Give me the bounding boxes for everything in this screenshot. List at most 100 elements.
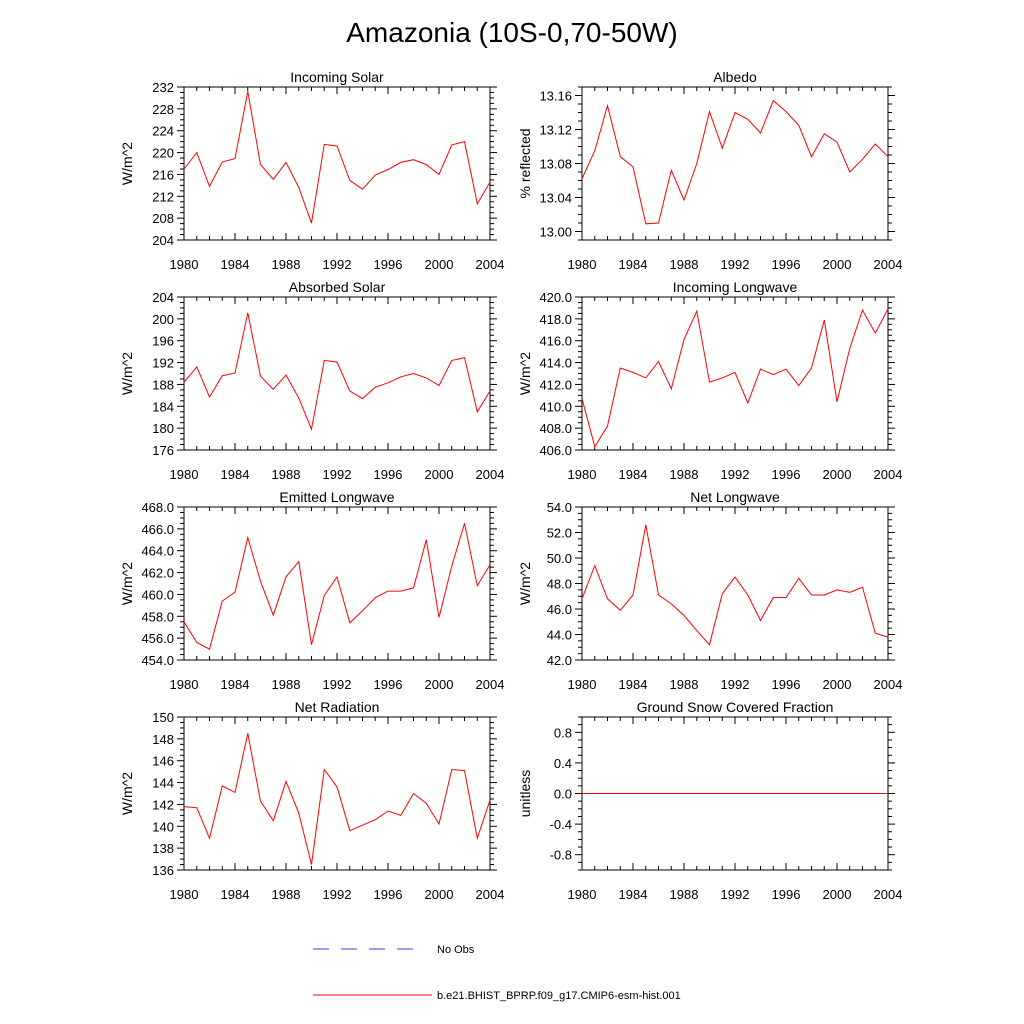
plot-frame: [581, 506, 889, 661]
plot-frame: [581, 86, 889, 241]
x-tick-label: 1984: [619, 887, 648, 902]
x-tick-label: 1996: [772, 887, 801, 902]
y-axis-label: W/m^2: [119, 562, 135, 605]
x-tick-label: 1988: [670, 887, 699, 902]
x-tick-label: 2004: [476, 677, 505, 692]
x-tick-label: 2004: [476, 257, 505, 272]
plot-frame: [183, 716, 491, 871]
x-tick-label: 2000: [425, 257, 454, 272]
y-tick-label: 454.0: [141, 653, 174, 668]
panel-title: Net Longwave: [690, 489, 780, 505]
y-tick-label: 420.0: [539, 290, 572, 305]
y-tick-label: 146: [152, 754, 174, 769]
y-tick-label: 150: [152, 710, 174, 725]
x-tick-label: 1984: [619, 257, 648, 272]
x-tick-label: 1980: [170, 467, 199, 482]
panel-5: Emitted Longwave W/m^2 1980 1984 1988 1992 199…: [119, 489, 504, 692]
y-axis-label: W/m^2: [119, 142, 135, 185]
y-tick-label: 0.8: [554, 725, 572, 740]
panel-3: Absorbed Solar W/m^2 1980 1984 1988 1992 1996 2…: [119, 279, 504, 482]
series-line: [581, 99, 889, 225]
y-tick-label: 188: [152, 377, 174, 392]
panel-8: Ground Snow Covered Fraction unitless 1980…: [517, 699, 902, 902]
y-tick-label: 13.16: [539, 89, 572, 104]
y-tick-label: 52.0: [547, 526, 572, 541]
x-tick-label: 1984: [221, 257, 250, 272]
x-tick-label: 1992: [721, 677, 750, 692]
panel-1: Incoming Solar W/m^2 1980 1984 1988 1992 1996 2…: [119, 69, 504, 272]
x-tick-label: 1992: [721, 467, 750, 482]
y-tick-label: 220: [152, 146, 174, 161]
panel-title: Albedo: [713, 69, 757, 85]
x-tick-label: 2004: [874, 257, 903, 272]
y-tick-label: 468.0: [141, 500, 174, 515]
panel-2: Albedo % reflected 1980 1984 1988 1992 1996 200…: [517, 69, 902, 272]
y-tick-label: 192: [152, 356, 174, 371]
panel-title: Incoming Longwave: [673, 279, 798, 295]
y-tick-label: 458.0: [141, 609, 174, 624]
y-tick-label: 46.0: [547, 602, 572, 617]
y-tick-label: 224: [152, 124, 174, 139]
x-tick-label: 1988: [670, 677, 699, 692]
y-tick-label: 216: [152, 167, 174, 182]
y-tick-label: 406.0: [539, 443, 572, 458]
x-tick-label: 1980: [170, 257, 199, 272]
y-tick-label: 412.0: [539, 377, 572, 392]
x-tick-label: 2000: [425, 887, 454, 902]
y-tick-label: 13.08: [539, 157, 572, 172]
y-tick-label: 54.0: [547, 500, 572, 515]
panel-title: Ground Snow Covered Fraction: [637, 699, 834, 715]
x-tick-label: 1988: [272, 257, 301, 272]
x-tick-label: 1992: [721, 887, 750, 902]
x-tick-label: 1984: [619, 677, 648, 692]
panel-title: Absorbed Solar: [289, 279, 386, 295]
x-tick-label: 1988: [272, 677, 301, 692]
legend-obs-label: No Obs: [437, 944, 475, 956]
y-tick-label: 142: [152, 797, 174, 812]
x-tick-label: 2000: [823, 677, 852, 692]
y-tick-label: 204: [152, 233, 174, 248]
x-tick-label: 1996: [772, 257, 801, 272]
series-line: [183, 523, 491, 650]
x-tick-label: 1996: [772, 677, 801, 692]
series-line: [581, 524, 889, 646]
y-tick-label: 176: [152, 443, 174, 458]
y-tick-label: 13.00: [539, 225, 572, 240]
y-tick-label: 148: [152, 732, 174, 747]
y-tick-label: 42.0: [547, 653, 572, 668]
x-tick-label: 1996: [374, 677, 403, 692]
x-tick-label: 2000: [425, 677, 454, 692]
x-tick-label: 1984: [619, 467, 648, 482]
x-tick-label: 1988: [272, 467, 301, 482]
y-tick-label: 418.0: [539, 312, 572, 327]
legend-model-label: b.e21.BHIST_BPRP.f09_g17.CMIP6-esm-hist.…: [437, 990, 681, 1002]
x-tick-label: 1992: [323, 677, 352, 692]
y-tick-label: -0.8: [550, 848, 572, 863]
panel-title: Incoming Solar: [290, 69, 384, 85]
y-tick-label: 456.0: [141, 631, 174, 646]
y-axis-label: W/m^2: [119, 772, 135, 815]
x-tick-label: 1980: [568, 677, 597, 692]
y-tick-label: 184: [152, 399, 174, 414]
x-tick-label: 1980: [170, 887, 199, 902]
x-tick-label: 2000: [823, 257, 852, 272]
x-tick-label: 1992: [323, 257, 352, 272]
y-axis-label: W/m^2: [119, 352, 135, 395]
y-tick-label: 200: [152, 312, 174, 327]
panel-title: Net Radiation: [295, 699, 380, 715]
y-tick-label: 13.04: [539, 191, 572, 206]
x-tick-label: 2004: [476, 887, 505, 902]
x-tick-label: 1992: [721, 257, 750, 272]
x-tick-label: 2004: [874, 677, 903, 692]
x-tick-label: 1984: [221, 467, 250, 482]
panel-6: Net Longwave W/m^2 1980 1984 1988 1992 1996 200…: [517, 489, 902, 692]
y-tick-label: 50.0: [547, 551, 572, 566]
x-tick-label: 1992: [323, 467, 352, 482]
y-tick-label: 232: [152, 80, 174, 95]
x-tick-label: 2004: [476, 467, 505, 482]
y-tick-label: -0.4: [550, 817, 572, 832]
y-tick-label: 466.0: [141, 522, 174, 537]
x-tick-label: 1980: [170, 677, 199, 692]
y-tick-label: 136: [152, 863, 174, 878]
